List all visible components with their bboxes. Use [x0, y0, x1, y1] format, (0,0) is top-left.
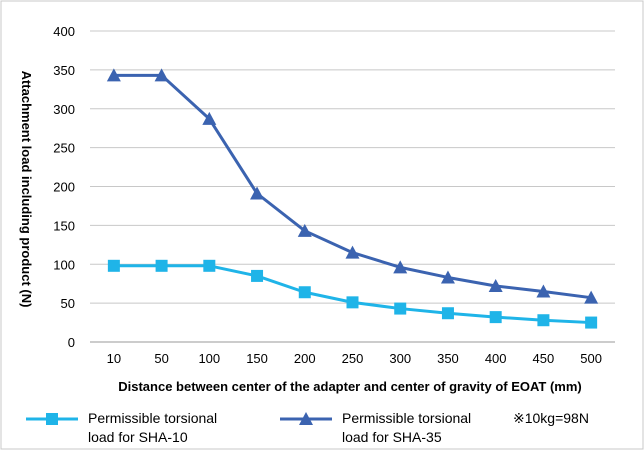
y-tick-label: 200	[53, 180, 75, 195]
data-point-square	[489, 311, 502, 324]
data-point-triangle	[345, 245, 360, 259]
x-tick-label: 100	[198, 351, 220, 366]
data-point-triangle	[106, 68, 121, 82]
data-point-square	[203, 259, 216, 272]
y-tick-label: 400	[53, 24, 75, 39]
data-point-triangle	[536, 284, 551, 298]
legend-triangle-marker	[299, 412, 313, 425]
data-point-triangle	[393, 260, 408, 274]
legend-item-sha10: Permissible torsional load for SHA-10	[26, 410, 217, 445]
data-point-triangle	[202, 111, 217, 125]
grid-lines	[90, 30, 615, 343]
y-tick-label: 350	[53, 63, 75, 78]
y-tick-label: 50	[61, 296, 75, 311]
y-axis-title: Attachment load including product (N)	[19, 71, 34, 308]
data-point-triangle	[297, 223, 312, 237]
x-tick-label: 300	[389, 351, 411, 366]
legend-label-sha10-line1: Permissible torsional	[88, 410, 217, 426]
x-tick-label: 350	[437, 351, 459, 366]
x-tick-label: 200	[294, 351, 316, 366]
conversion-note: ※10kg=98N	[513, 410, 589, 426]
x-tick-label: 400	[485, 351, 507, 366]
x-axis-ticks: 10 50 100 150 200 250 300 350 400 450 500	[107, 351, 602, 366]
data-point-triangle	[154, 68, 169, 82]
legend-label-sha10-line2: load for SHA-10	[88, 429, 188, 445]
legend: Permissible torsional load for SHA-10 Pe…	[26, 410, 589, 445]
x-tick-label: 50	[154, 351, 168, 366]
data-point-square	[298, 286, 311, 299]
x-tick-label: 450	[533, 351, 555, 366]
y-tick-label: 150	[53, 218, 75, 233]
legend-item-sha35: Permissible torsional load for SHA-35	[280, 410, 471, 445]
x-axis-title: Distance between center of the adapter a…	[118, 379, 582, 394]
x-tick-label: 250	[342, 351, 364, 366]
y-axis-ticks: 0 50 100 150 200 250 300 350 400	[53, 24, 75, 350]
data-point-square	[441, 307, 454, 320]
x-tick-label: 10	[107, 351, 121, 366]
data-point-square	[394, 302, 407, 315]
legend-label-sha35-line1: Permissible torsional	[342, 410, 471, 426]
data-point-square	[107, 259, 120, 272]
data-point-square	[346, 296, 359, 309]
data-point-triangle	[440, 270, 455, 284]
legend-label-sha35-line2: load for SHA-35	[342, 429, 442, 445]
y-tick-label: 0	[68, 335, 75, 350]
y-tick-label: 250	[53, 141, 75, 156]
data-point-square	[155, 259, 168, 272]
data-point-square	[585, 316, 598, 329]
series-group	[106, 68, 599, 329]
data-point-square	[537, 314, 550, 327]
legend-square-marker	[46, 413, 58, 425]
y-tick-label: 300	[53, 102, 75, 117]
data-point-triangle	[250, 186, 265, 200]
data-point-square	[251, 269, 264, 282]
data-point-triangle	[584, 290, 599, 304]
data-point-triangle	[488, 279, 503, 293]
y-tick-label: 100	[53, 257, 75, 272]
x-tick-label: 150	[246, 351, 268, 366]
x-tick-label: 500	[580, 351, 602, 366]
